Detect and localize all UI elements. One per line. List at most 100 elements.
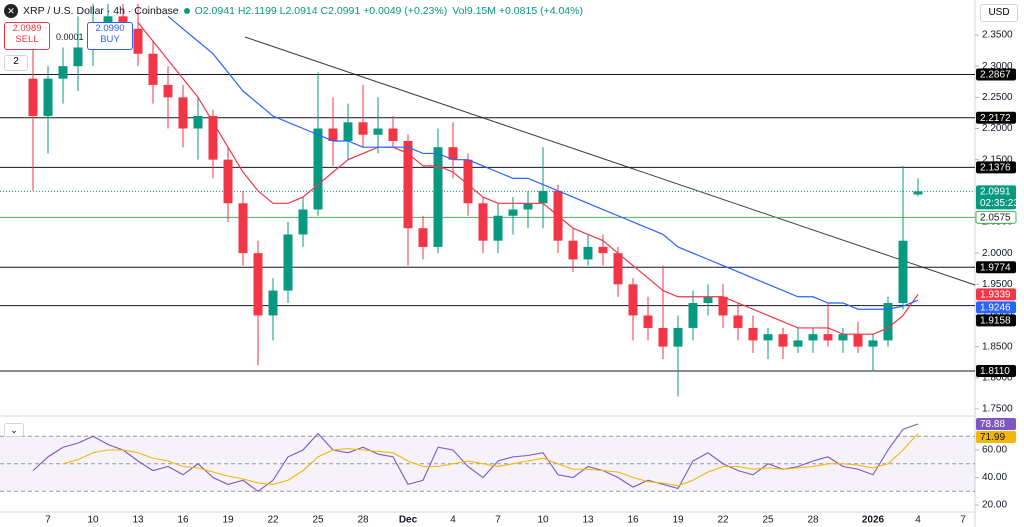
y-tick-label: 20.00 <box>982 500 1007 511</box>
symbol-name[interactable]: XRP / U.S. Dollar · 4h · Coinbase <box>23 5 179 17</box>
level-label: 1.9774 <box>980 262 1011 273</box>
x-tick-label: 19 <box>672 515 684 526</box>
candle-body <box>823 334 833 341</box>
candle-body <box>433 147 443 247</box>
ma-label: 1.9339 <box>980 289 1011 300</box>
level-label-box <box>976 314 1016 327</box>
candle-body <box>523 203 533 210</box>
volume: Vol9.15M +0.0815 (+4.04%) <box>452 5 583 17</box>
status-dot <box>183 8 190 14</box>
level-label: 2.2867 <box>980 70 1011 81</box>
x-tick-label: Dec <box>399 515 418 526</box>
candle-body <box>373 128 383 135</box>
candle-body <box>148 53 158 85</box>
trendline <box>244 36 976 286</box>
candle-body <box>253 253 263 316</box>
y-tick-label: 2.0000 <box>982 248 1013 259</box>
buy-price: 2.0990 <box>95 23 125 34</box>
candle-body <box>658 327 668 347</box>
candle-body <box>598 246 608 254</box>
buy-button[interactable]: 2.0990 BUY <box>87 22 133 50</box>
symbol-bar: ✕ XRP / U.S. Dollar · 4h · Coinbase O2.0… <box>4 4 583 18</box>
x-tick-label: 22 <box>717 515 729 526</box>
candle-body <box>568 240 578 260</box>
level-label: 2.2172 <box>980 113 1011 124</box>
candle-body <box>898 240 908 304</box>
candle-body <box>178 97 188 129</box>
candle-body <box>238 203 248 254</box>
ma-label-box <box>976 288 1016 301</box>
candle-body <box>163 84 173 98</box>
currency[interactable]: USD <box>980 4 1018 22</box>
candle-body <box>463 159 473 204</box>
candle-body <box>883 303 893 341</box>
x-tick-label: 2026 <box>862 515 885 526</box>
buy-label: BUY <box>100 34 120 45</box>
candle-body <box>418 228 428 247</box>
candle-body <box>613 253 623 285</box>
candle-body <box>478 203 488 241</box>
candle-body <box>703 296 713 304</box>
candle-body <box>583 246 593 260</box>
y-tick-label: 1.9500 <box>982 279 1013 290</box>
last-price-label-box <box>976 185 1016 210</box>
last-price-label: 2.0991 <box>980 187 1011 198</box>
candle-body <box>298 209 308 235</box>
candle-body <box>328 128 338 141</box>
y-tick-label: 40.00 <box>982 472 1007 483</box>
ma-label: 1.9246 <box>980 302 1011 313</box>
x-tick-label: 7 <box>45 515 51 526</box>
candle-body <box>73 47 83 67</box>
level-label: 1.8110 <box>980 366 1010 377</box>
candle-body <box>223 159 233 204</box>
candle-body <box>193 116 203 129</box>
candle-body <box>688 303 698 328</box>
rsi-line <box>32 423 919 492</box>
level-label-box <box>976 111 1016 124</box>
candle-body <box>208 116 218 160</box>
x-tick-label: 28 <box>807 515 819 526</box>
candle-body <box>538 190 548 204</box>
countdown: 02:35:23 <box>980 198 1019 209</box>
x-tick-label: 19 <box>222 515 234 526</box>
x-tick-label: 16 <box>627 515 639 526</box>
x-tick-label: 7 <box>495 515 501 526</box>
level-label-box <box>976 364 1016 377</box>
candle-body <box>343 122 353 141</box>
pane-collapse[interactable]: ⌄ <box>4 423 24 437</box>
candle-body <box>673 327 683 347</box>
x-tick-label: 13 <box>582 515 594 526</box>
rsi-line <box>62 433 919 487</box>
candle-body <box>853 334 863 347</box>
y-tick-label: 2.3000 <box>982 61 1013 72</box>
candle-body <box>388 128 398 141</box>
candle-body <box>913 191 923 195</box>
candle-body <box>28 78 38 117</box>
candle-body <box>748 327 758 341</box>
level-label: 2.1376 <box>980 163 1011 174</box>
x-tick-label: 28 <box>357 515 369 526</box>
candle-body <box>43 78 53 117</box>
candle-body <box>403 140 413 229</box>
indicator-toggle[interactable]: 2 <box>4 55 28 71</box>
level-label-box <box>976 68 1016 81</box>
candle-body <box>313 128 323 210</box>
sell-price: 2.0989 <box>12 23 42 34</box>
sell-button[interactable]: 2.0989 SELL <box>4 22 50 50</box>
x-tick-label: 10 <box>537 515 549 526</box>
level-label-box <box>976 261 1016 274</box>
y-tick-label: 2.2500 <box>982 92 1013 103</box>
candle-body <box>763 334 773 341</box>
candle-body <box>358 122 368 135</box>
rsi-value-label-box <box>976 431 1016 444</box>
x-tick-label: 25 <box>762 515 774 526</box>
rsi-value-label-box <box>976 418 1016 431</box>
candle-body <box>283 234 293 291</box>
candle-body <box>778 334 788 347</box>
candle-body <box>268 290 278 316</box>
x-tick-label: 16 <box>177 515 189 526</box>
candle-body <box>868 340 878 347</box>
candle-body <box>793 340 803 347</box>
rsi-value-label: 71.99 <box>980 432 1005 443</box>
candle-body <box>808 334 818 341</box>
